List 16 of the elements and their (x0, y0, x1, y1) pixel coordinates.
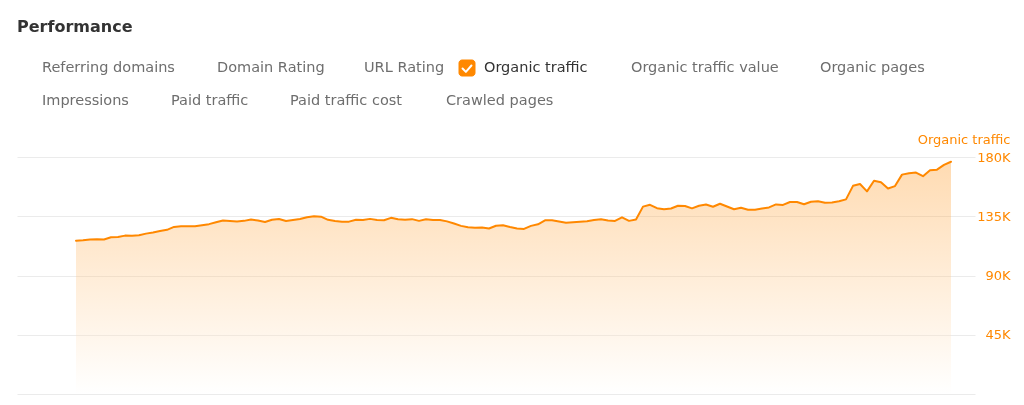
text: Paid traffic cost (290, 92, 403, 108)
y-tick-label: 135K (977, 208, 1011, 224)
legend-label: Organic traffic (484, 59, 588, 75)
text: Crawled pages (446, 92, 554, 108)
y-tick-label: 180K (977, 149, 1011, 165)
text: URL Rating (364, 59, 445, 75)
y-tick-label: 90K (985, 268, 1011, 283)
text: Paid traffic (171, 92, 249, 108)
text: Impressions (42, 92, 129, 108)
y-axis-title: Organic traffic (917, 131, 1011, 147)
text: Organic pages (820, 59, 925, 75)
text: Referring domains (42, 59, 175, 75)
text: Domain Rating (217, 59, 325, 75)
text: Organic traffic value (631, 59, 779, 75)
y-tick-label: 45K (985, 327, 1011, 343)
chart-title: Performance (17, 17, 133, 36)
